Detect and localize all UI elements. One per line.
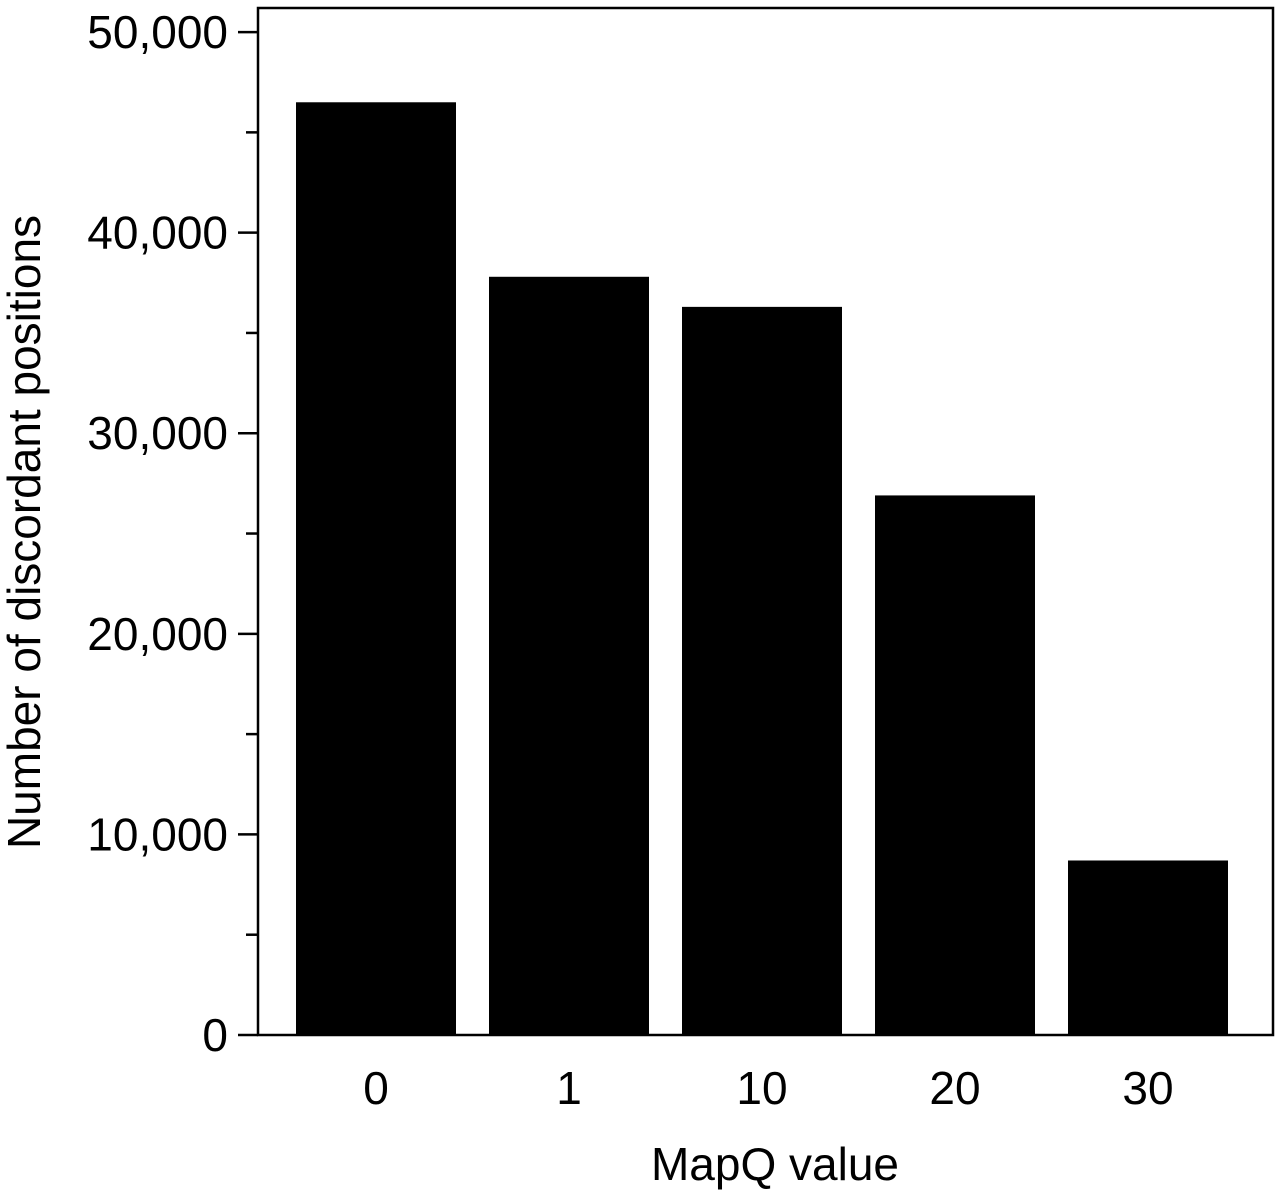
y-tick-label: 10,000 <box>87 808 228 860</box>
bar-1 <box>489 276 649 1035</box>
x-tick-label: 1 <box>556 1062 582 1114</box>
y-tick-label: 30,000 <box>87 407 228 459</box>
y-axis-ticks: 0 10,000 20,000 30,000 40,000 50,000 <box>87 6 258 1061</box>
x-tick-label: 20 <box>929 1062 980 1114</box>
y-tick-label: 40,000 <box>87 207 228 259</box>
bar-10 <box>682 306 842 1035</box>
bar-30 <box>1068 860 1228 1035</box>
bar-20 <box>875 495 1035 1035</box>
y-tick-label: 20,000 <box>87 608 228 660</box>
x-axis-tick-labels: 0 1 10 20 30 <box>363 1062 1173 1114</box>
x-tick-label: 10 <box>736 1062 787 1114</box>
x-tick-label: 0 <box>363 1062 389 1114</box>
bars-group <box>296 102 1228 1035</box>
y-tick-label: 50,000 <box>87 6 228 58</box>
x-axis-title: MapQ value <box>651 1138 899 1190</box>
y-axis-title: Number of discordant positions <box>0 215 50 849</box>
bar-0 <box>296 102 456 1035</box>
x-tick-label: 30 <box>1122 1062 1173 1114</box>
y-tick-label: 0 <box>202 1009 228 1061</box>
